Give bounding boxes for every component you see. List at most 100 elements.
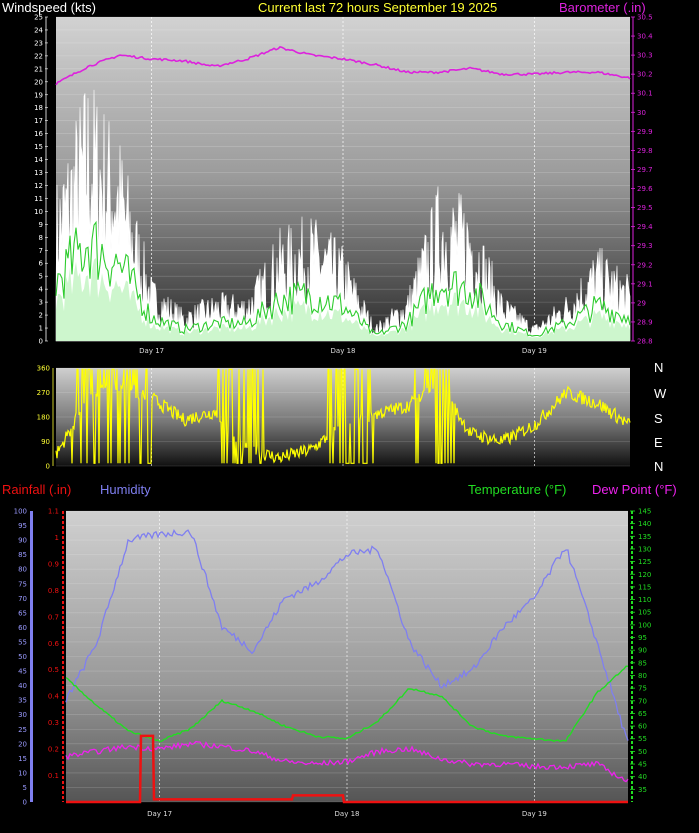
compass-e: E [654, 435, 663, 450]
humidity-y-tick-label: 85 [18, 551, 27, 559]
humidity-y-tick-label: 60 [18, 624, 27, 632]
wind-y-tick-label: 22 [34, 52, 43, 60]
humidity-series [65, 529, 629, 741]
baro-y-tick-label: 29.7 [637, 166, 653, 174]
temp-y-tick-label: 135 [638, 533, 651, 541]
wind-y-tick-label: 1 [39, 325, 43, 333]
temp-y-tick-label: 40 [638, 773, 647, 781]
temp-y-tick-label: 130 [638, 545, 651, 553]
rain-y-tick-label: 1.1 [48, 508, 59, 516]
wind-y-tick-label: 9 [39, 221, 43, 229]
compass-s: S [654, 411, 663, 426]
baro-y-tick-label: 30.5 [637, 14, 653, 22]
humidity-y-tick-label: 30 [18, 711, 27, 719]
baro-y-tick-label: 28.8 [637, 338, 653, 346]
wind-y-tick-label: 11 [34, 195, 43, 203]
wind-day-label: Day 18 [331, 347, 356, 355]
temp-y-tick-label: 70 [638, 697, 647, 705]
temp-y-tick-label: 65 [638, 710, 647, 718]
temp-y-tick-label: 145 [638, 508, 651, 516]
compass-w: W [654, 386, 667, 401]
temp-y-tick-label: 35 [638, 786, 647, 794]
baro-y-tick-label: 28.9 [637, 318, 653, 326]
humidity-y-tick-label: 70 [18, 595, 27, 603]
wind-average-fill [56, 258, 630, 341]
wind-y-tick-label: 15 [34, 143, 43, 151]
baro-y-tick-label: 29.1 [637, 280, 653, 288]
humidity-y-tick-label: 25 [18, 726, 27, 734]
wind-y-tick-label: 2 [39, 312, 43, 320]
climate-day-label: Day 19 [522, 810, 547, 818]
humidity-title: Humidity [100, 482, 151, 497]
rain-y-tick-label: 0.3 [48, 719, 59, 727]
humidity-y-tick-label: 75 [18, 580, 27, 588]
wind-y-tick-label: 3 [39, 299, 43, 307]
wind-y-tick-label: 20 [34, 78, 43, 86]
humidity-y-tick-label: 95 [18, 522, 27, 530]
humidity-y-tick-label: 45 [18, 668, 27, 676]
humidity-y-tick-label: 55 [18, 638, 27, 646]
wind-day-label: Day 19 [522, 347, 547, 355]
direction-y-tick-label: 270 [37, 389, 50, 397]
direction-y-tick-label: 90 [41, 438, 50, 446]
windspeed-title: Windspeed (kts) [2, 0, 96, 15]
rain-y-tick-label: 1 [55, 534, 59, 542]
compass-n-bottom: N [654, 459, 664, 474]
temp-y-tick-label: 80 [638, 672, 647, 680]
rainfall-series [66, 734, 628, 804]
wind-y-tick-label: 16 [34, 130, 43, 138]
humidity-y-tick-label: 10 [18, 769, 27, 777]
temp-y-tick-label: 115 [638, 583, 651, 591]
direction-series [55, 368, 631, 464]
baro-y-tick-label: 29.6 [637, 185, 653, 193]
humidity-y-tick-label: 0 [23, 799, 27, 807]
humidity-y-tick-label: 100 [14, 508, 27, 516]
baro-y-tick-label: 29.8 [637, 147, 653, 155]
wind-y-tick-label: 21 [34, 65, 43, 73]
rain-y-tick-label: 0.5 [48, 666, 59, 674]
temp-y-tick-label: 85 [638, 659, 647, 667]
humidity-y-tick-label: 65 [18, 609, 27, 617]
baro-y-tick-label: 30.3 [637, 52, 653, 60]
wind-y-tick-label: 4 [39, 286, 44, 294]
humidity-y-tick-label: 35 [18, 697, 27, 705]
temp-y-tick-label: 100 [638, 621, 651, 629]
humidity-y-tick-label: 15 [18, 755, 27, 763]
chart-title: Current last 72 hours September 19 2025 [258, 0, 498, 15]
baro-y-tick-label: 30.1 [637, 90, 653, 98]
wind-y-tick-label: 0 [39, 338, 43, 346]
humidity-y-tick-label: 40 [18, 682, 27, 690]
temp-y-tick-label: 105 [638, 609, 651, 617]
rain-y-tick-label: 0.8 [48, 587, 59, 595]
wind-y-tick-label: 5 [39, 273, 43, 281]
climate-day-label: Day 17 [147, 810, 172, 818]
wind-y-tick-label: 7 [39, 247, 43, 255]
wind-day-label: Day 17 [139, 347, 164, 355]
humidity-y-tick-label: 5 [23, 784, 27, 792]
wind-y-tick-label: 8 [39, 234, 43, 242]
humidity-y-tick-label: 50 [18, 653, 27, 661]
wind-y-tick-label: 17 [34, 117, 43, 125]
temperature-series [65, 665, 629, 743]
wind-y-tick-label: 24 [34, 26, 43, 34]
temp-y-tick-label: 95 [638, 634, 647, 642]
baro-y-tick-label: 29.2 [637, 261, 653, 269]
baro-y-tick-label: 30 [637, 109, 646, 117]
wind-y-tick-label: 19 [34, 91, 43, 99]
wind-y-tick-label: 6 [39, 260, 44, 268]
wind-y-tick-label: 14 [34, 156, 43, 164]
rain-y-tick-label: 0.6 [48, 640, 60, 648]
rainfall-title: Rainfall (.in) [2, 482, 72, 497]
baro-y-tick-label: 30.2 [637, 71, 653, 79]
direction-y-tick-label: 360 [37, 365, 50, 373]
temperature-title: Temperature (°F) [468, 482, 567, 497]
baro-y-tick-label: 29.4 [637, 223, 653, 231]
baro-y-tick-label: 29 [637, 299, 646, 307]
baro-y-tick-label: 29.3 [637, 242, 653, 250]
baro-y-tick-label: 30.4 [637, 33, 653, 41]
temp-y-tick-label: 120 [638, 571, 651, 579]
temp-y-tick-label: 55 [638, 735, 647, 743]
temp-y-tick-label: 45 [638, 761, 647, 769]
humidity-y-tick-label: 20 [18, 740, 27, 748]
